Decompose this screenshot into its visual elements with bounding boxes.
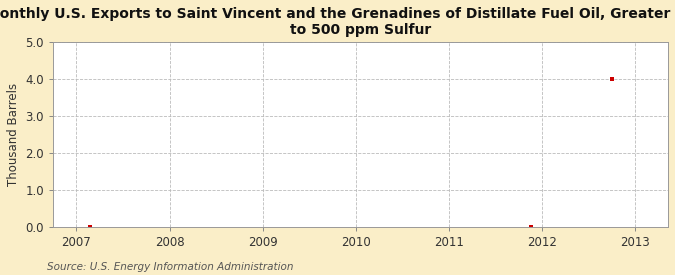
Title: Monthly U.S. Exports to Saint Vincent and the Grenadines of Distillate Fuel Oil,: Monthly U.S. Exports to Saint Vincent an… bbox=[0, 7, 675, 37]
Y-axis label: Thousand Barrels: Thousand Barrels bbox=[7, 83, 20, 186]
Text: Source: U.S. Energy Information Administration: Source: U.S. Energy Information Administ… bbox=[47, 262, 294, 272]
